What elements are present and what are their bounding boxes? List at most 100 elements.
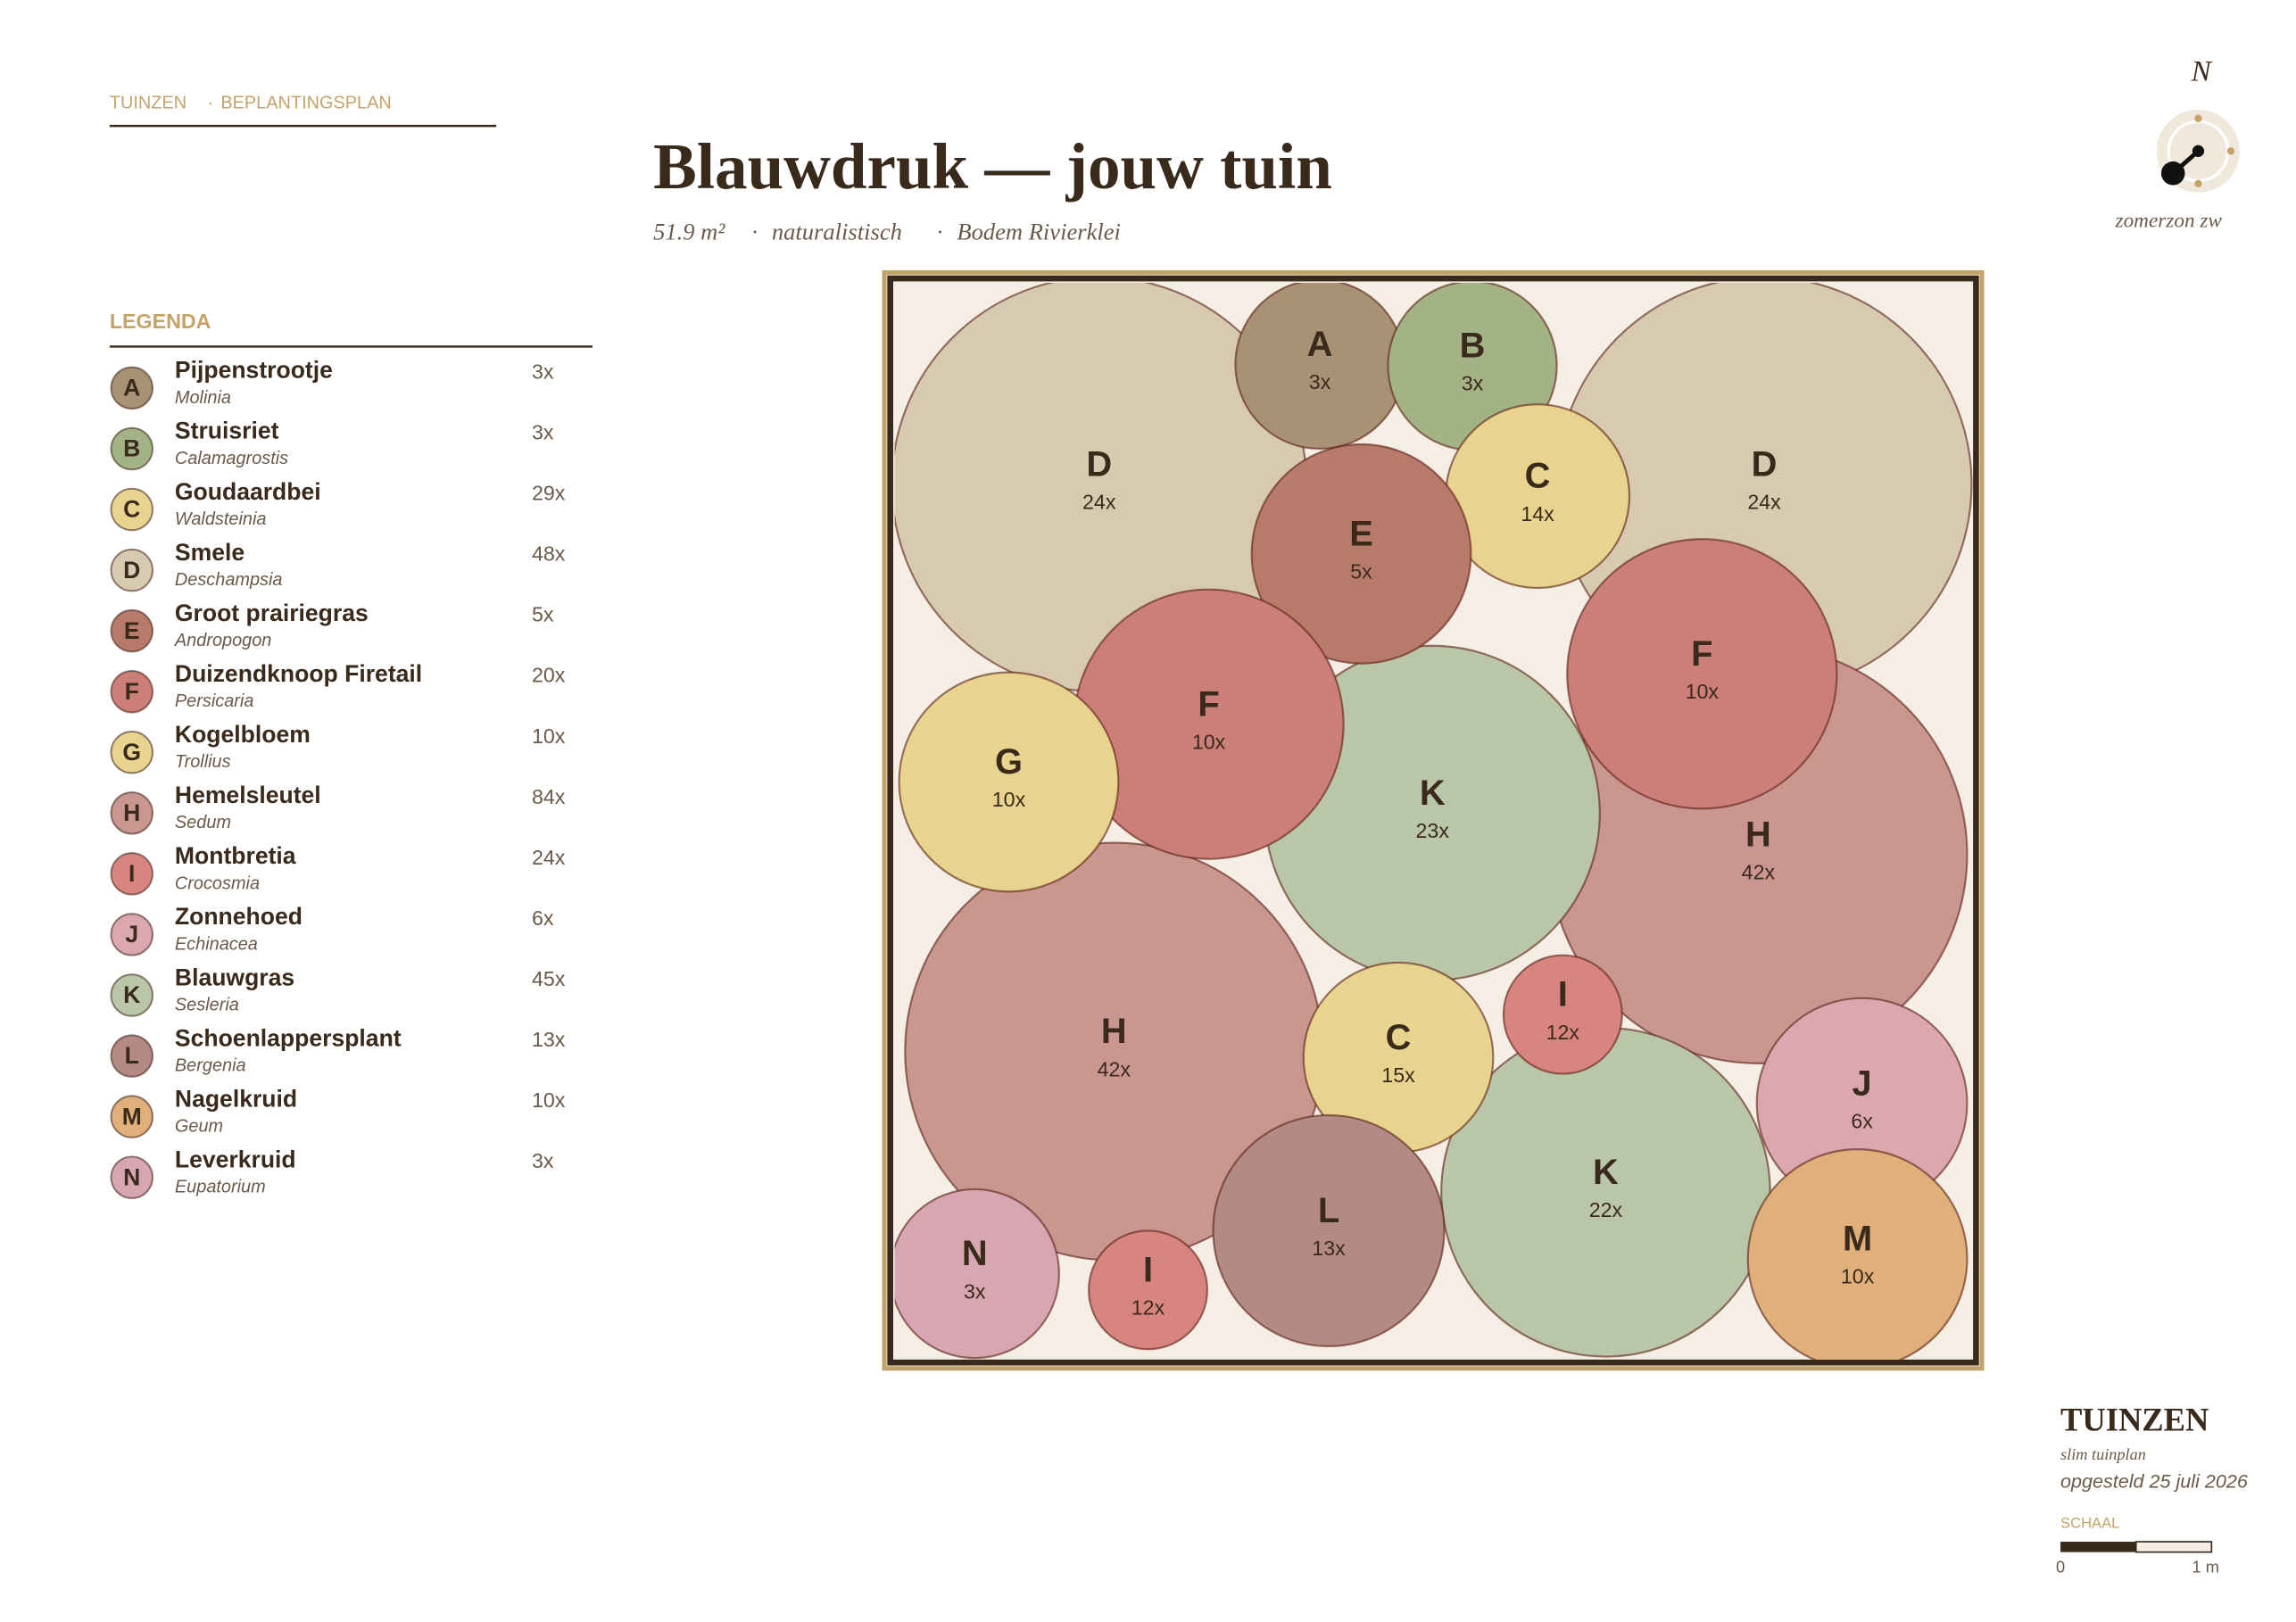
dot: · [751, 218, 759, 244]
legend-letter: F [125, 678, 139, 705]
legend-count: 13x [532, 1028, 566, 1051]
plant-letter: F [1691, 634, 1712, 674]
plant-count: 24x [1082, 491, 1116, 514]
legend-count: 84x [532, 785, 566, 808]
plant-count: 42x [1098, 1057, 1131, 1080]
legend-swatch [110, 426, 153, 471]
legend-count: 3x [532, 360, 554, 383]
plant-circle [1502, 954, 1623, 1075]
dot: · [936, 218, 944, 244]
title: Blauwdruk — jouw tuin [653, 130, 1332, 203]
plant-count: 3x [964, 1279, 986, 1303]
legend-latin: Bergenia [175, 1055, 246, 1075]
legend-latin: Trollius [175, 752, 231, 772]
legend-name: Zonnehoed [175, 903, 303, 930]
legend-name: Groot prairiegras [175, 600, 369, 626]
legend-latin: Echinacea [175, 934, 258, 954]
compass-center [2192, 145, 2205, 157]
legend-name: Smele [175, 539, 245, 566]
legend-letter: C [123, 496, 140, 523]
scale-start: 0 [2056, 1558, 2065, 1576]
legend-swatch [110, 731, 153, 774]
tagline: slim tuinplan [2060, 1445, 2146, 1463]
legend-count: 29x [532, 482, 566, 505]
legend-latin: Andropogon [174, 631, 271, 650]
plant-circle [1088, 1229, 1208, 1351]
legend-count: 5x [532, 603, 554, 626]
plant-count: 12x [1546, 1021, 1580, 1044]
sun-label: zomerzon zw [2115, 209, 2223, 232]
scale-title: SCHAAL [2060, 1514, 2119, 1531]
plant-count: 23x [1415, 819, 1449, 842]
legend-latin: Calamagrostis [175, 449, 288, 468]
plant-letter: D [1086, 444, 1112, 484]
plant-circle [1250, 443, 1472, 665]
plant-letter: G [995, 742, 1023, 782]
plant-count: 13x [1312, 1237, 1346, 1260]
plant-circle [1746, 1148, 1969, 1360]
legend-letter: K [123, 981, 140, 1008]
legend-count: 10x [532, 1088, 566, 1112]
compass-dot [2194, 179, 2202, 187]
plant-count: 3x [1309, 370, 1331, 393]
date: opgesteld 25 juli 2026 [2060, 1469, 2248, 1492]
plant-circle [894, 1188, 1060, 1360]
legend-letter: M [122, 1103, 142, 1130]
legend-title: LEGENDA [110, 310, 211, 333]
legend-name: Nagelkruid [175, 1085, 297, 1112]
plant-count: 3x [1462, 372, 1484, 395]
dot: · [207, 93, 213, 112]
plant-letter: A [1307, 325, 1333, 364]
legend-latin: Eupatorium [175, 1178, 266, 1197]
legend-name: Schoenlappersplant [175, 1024, 402, 1051]
plant-letter: K [1420, 774, 1446, 813]
plan: D 24x D 24x H 42x H 42x K 23x K 22x A 3x B 3x C 14x E 5x F 10… [894, 283, 1973, 1360]
legend-name: Montbretia [175, 842, 296, 869]
legend-count: 45x [532, 967, 566, 990]
scale-end: 1 m [2192, 1558, 2219, 1576]
legend-latin: Molinia [175, 388, 231, 408]
north: N [2191, 55, 2213, 88]
legend-swatch [110, 1155, 153, 1199]
legend-latin: Crocosmia [175, 873, 260, 893]
legend-latin: Persicaria [175, 691, 254, 711]
legend-swatch [110, 791, 153, 835]
legend-count: 20x [532, 664, 566, 687]
legend-swatch [110, 548, 153, 592]
legend-count: 6x [532, 906, 554, 930]
plant-letter: K [1593, 1153, 1619, 1192]
plant-letter: N [962, 1234, 988, 1273]
legend-swatch [110, 608, 153, 653]
legend-name: Kogelbloem [175, 721, 311, 748]
legend-swatch [110, 973, 153, 1017]
section-label: BEPLANTINGSPLAN [220, 93, 391, 112]
legend-letter: B [123, 435, 140, 462]
scale-bar [2060, 1542, 2136, 1552]
legend-name: Duizendknoop Firetail [175, 660, 422, 687]
plant-circle [1234, 283, 1405, 451]
plant-count: 6x [1851, 1109, 1873, 1132]
plant-circle [1073, 588, 1345, 860]
plan-border [887, 275, 1979, 1366]
plant-count: 14x [1521, 502, 1554, 525]
legend-swatch [110, 1034, 153, 1078]
plant-letter: D [1752, 444, 1778, 484]
plant-letter: I [1558, 975, 1568, 1014]
legend-name: Hemelsleutel [175, 782, 321, 808]
legend-letter: H [123, 799, 140, 826]
footer-brand: TUINZEN [2060, 1402, 2209, 1438]
legend-letter: I [128, 860, 135, 887]
legend-latin: Geum [175, 1117, 223, 1137]
legend-latin: Sedum [175, 813, 231, 832]
legend-letter: G [122, 739, 141, 765]
legend-letter: L [125, 1042, 139, 1069]
legend-swatch [110, 852, 153, 896]
plant-letter: B [1460, 327, 1486, 366]
legend-name: Blauwgras [175, 964, 294, 990]
legend-swatch [110, 913, 153, 956]
sun [2160, 161, 2185, 186]
plant-count: 10x [1686, 680, 1720, 703]
legend-count: 3x [532, 421, 554, 444]
